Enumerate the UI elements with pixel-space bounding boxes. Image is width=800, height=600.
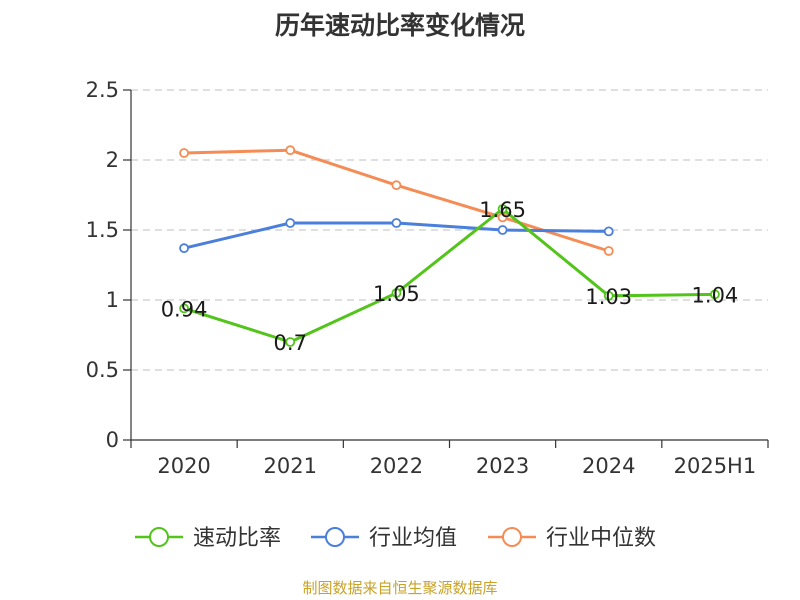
grid-lines: [131, 89, 768, 371]
data-label: 1.04: [692, 283, 739, 307]
data-point: [391, 288, 402, 298]
data-point: [285, 145, 296, 156]
legend-marker: [325, 527, 345, 547]
data-point: [603, 226, 614, 237]
x-tick-label: 2025H1: [674, 454, 757, 478]
footer-source: 制图数据来自恒生聚源数据库: [302, 579, 498, 597]
data-point: [179, 303, 189, 314]
data-point: [603, 290, 614, 301]
data-point: [179, 148, 189, 158]
legend-marker: [149, 527, 169, 547]
data-label: 1.65: [479, 198, 526, 222]
legend-item[interactable]: 速动比率: [135, 526, 281, 551]
y-tick-label: 2: [106, 148, 119, 172]
data-point: [710, 289, 720, 300]
y-tick-label: 1: [106, 288, 119, 312]
axes: 0 0.5 1 1.5 2 2.5 2020 2021 2022 2023 2024 2025H1: [86, 78, 769, 478]
data-label: 0.94: [161, 297, 208, 321]
y-tick-label: 1.5: [86, 218, 119, 242]
data-point: [391, 218, 402, 228]
data-point: [497, 204, 508, 214]
y-tick-label: 0: [106, 428, 119, 452]
data-point: [391, 180, 402, 191]
y-tick-label: 2.5: [86, 78, 119, 102]
legend-label: 行业均值: [369, 526, 457, 551]
data-point: [285, 337, 296, 347]
data-label: 0.7: [274, 331, 307, 355]
legend-item[interactable]: 行业中位数: [488, 526, 656, 551]
y-tick-label: 0.5: [86, 358, 119, 382]
x-tick-label: 2021: [264, 454, 317, 478]
data-point: [179, 243, 189, 254]
data-label: 1.05: [373, 282, 420, 306]
x-tick-label: 2020: [157, 454, 210, 478]
x-tick-label: 2022: [370, 454, 423, 478]
series-line: [183, 207, 715, 344]
legend-label: 行业中位数: [546, 526, 656, 551]
chart-title: 历年速动比率变化情况: [274, 11, 525, 40]
legend-item[interactable]: 行业均值: [311, 526, 457, 551]
legend[interactable]: 速动比率 行业均值 行业中位数: [135, 526, 656, 551]
x-tick-label: 2023: [476, 454, 529, 478]
legend-label: 速动比率: [193, 526, 281, 551]
x-tick-label: 2024: [582, 454, 635, 478]
data-point: [285, 218, 296, 228]
series-line: [184, 148, 610, 253]
data-labels: 0.94 0.7 1.05 1.65 1.03 1.04: [161, 198, 739, 355]
legend-marker: [502, 527, 522, 547]
data-point: [497, 225, 508, 235]
data-label: 1.03: [585, 285, 632, 309]
series-lines: [179, 145, 720, 347]
data-point: [603, 246, 614, 256]
